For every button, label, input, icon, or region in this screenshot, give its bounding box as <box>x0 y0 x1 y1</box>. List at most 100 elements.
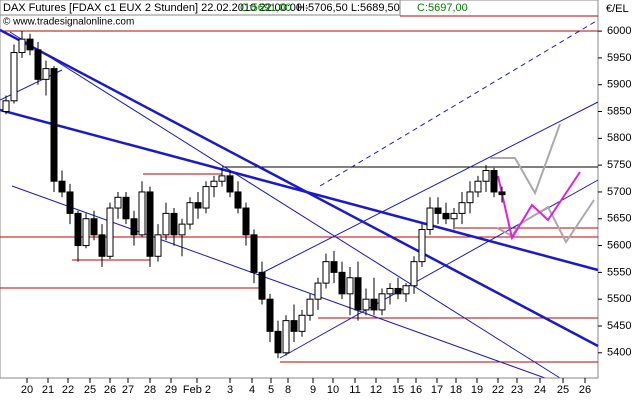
candle-body <box>74 212 82 247</box>
candle-body <box>146 191 154 257</box>
x-tick-label: 27 <box>122 384 134 396</box>
close-label: C:5697,00 <box>417 2 468 14</box>
candle-body <box>42 68 50 80</box>
chart-title: DAX Futures [FDAX c1 EUX 2 Stunden] 22.0… <box>3 2 309 14</box>
x-tick-label: 20 <box>21 384 33 396</box>
x-tick-label: 10 <box>327 384 339 396</box>
candle-body <box>266 298 274 332</box>
candle-body <box>2 100 10 113</box>
candle-body <box>290 320 298 332</box>
candle-body <box>346 277 354 295</box>
candle-body <box>354 277 362 311</box>
candle-body <box>250 234 258 273</box>
candle-body <box>490 170 498 193</box>
x-tick-label: 29 <box>165 384 177 396</box>
candle-body <box>194 202 202 209</box>
trend-line <box>0 28 599 348</box>
candle-body <box>210 180 218 188</box>
y-tick-label: 5950 <box>607 52 631 64</box>
candle-body <box>154 234 162 257</box>
candle-body <box>498 191 506 196</box>
candle-body <box>410 261 418 287</box>
candle-body <box>186 202 194 225</box>
y-tick-label: 5800 <box>607 132 631 144</box>
candle-body <box>450 212 458 220</box>
x-tick-label: 12 <box>370 384 382 396</box>
candle-body <box>466 191 474 204</box>
candle-body <box>10 52 18 102</box>
x-tick-label: 15 <box>392 384 404 396</box>
open-label: O:5691,00 <box>240 2 291 14</box>
x-tick-label: 5 <box>268 384 274 396</box>
candle-body <box>122 196 130 220</box>
candle-body <box>330 261 338 273</box>
y-tick-label: 5600 <box>607 239 631 251</box>
x-tick-label: 18 <box>450 384 462 396</box>
candle-body <box>370 298 378 311</box>
candle-body <box>218 175 226 182</box>
candle-body <box>242 207 250 236</box>
candle-body <box>482 170 490 182</box>
x-tick-label: 16 <box>410 384 422 396</box>
y-axis-unit: €/EL <box>606 3 629 15</box>
channel-line <box>11 185 546 379</box>
x-tick-label: 26 <box>104 384 116 396</box>
candle-body <box>130 218 138 236</box>
candle-body <box>418 228 426 263</box>
candle-body <box>314 282 322 300</box>
y-tick-label: 5550 <box>607 266 631 278</box>
header-box <box>0 0 401 16</box>
y-tick-label: 5850 <box>607 105 631 117</box>
candle-body <box>442 212 450 220</box>
candle-body <box>98 234 106 257</box>
x-tick-label: 9 <box>310 384 316 396</box>
candle-body <box>282 320 290 354</box>
x-tick-label: 24 <box>534 384 546 396</box>
candle-body <box>58 180 66 193</box>
y-tick-label: 5900 <box>607 79 631 91</box>
x-tick-label: 17 <box>431 384 443 396</box>
candle-body <box>50 68 58 182</box>
x-tick-label: 22 <box>492 384 504 396</box>
candle-body <box>274 330 282 354</box>
x-tick-label: 28 <box>144 384 156 396</box>
candle-body <box>226 175 234 193</box>
y-tick-label: 5400 <box>607 347 631 359</box>
channel-line <box>9 31 561 379</box>
candle-body <box>306 298 314 316</box>
candle-body <box>34 49 42 80</box>
projection-grey <box>496 199 595 244</box>
x-tick-label: 19 <box>471 384 483 396</box>
source-label: © www.tradesignalonline.com <box>3 17 134 28</box>
y-tick-label: 6000 <box>607 25 631 37</box>
candle-body <box>402 285 410 295</box>
y-tick-label: 5450 <box>607 320 631 332</box>
candle-body <box>26 38 34 51</box>
candle-body <box>82 218 90 247</box>
candle-body <box>298 314 306 332</box>
channel-line <box>257 101 599 276</box>
x-tick-label: 25 <box>84 384 96 396</box>
x-tick-label: 22 <box>62 384 74 396</box>
candle-body <box>106 207 114 257</box>
x-tick-label: 25 <box>557 384 569 396</box>
x-tick-label: Feb 2 <box>183 384 211 396</box>
x-tick-label: 4 <box>249 384 255 396</box>
y-tick-label: 5650 <box>607 213 631 225</box>
candle-body <box>362 298 370 311</box>
x-tick-label: 3 <box>227 384 233 396</box>
projection-magenta <box>497 171 581 241</box>
candle-body <box>66 191 74 214</box>
candle-body <box>338 271 346 295</box>
trend-line <box>0 108 599 272</box>
x-tick-label: 8 <box>285 384 291 396</box>
candle-body <box>178 223 186 236</box>
candle-body <box>162 212 170 236</box>
x-tick-label: 23 <box>511 384 523 396</box>
candle-body <box>114 196 122 209</box>
candle-body <box>394 287 402 295</box>
candle-body <box>378 293 386 311</box>
candle-body <box>386 287 394 295</box>
